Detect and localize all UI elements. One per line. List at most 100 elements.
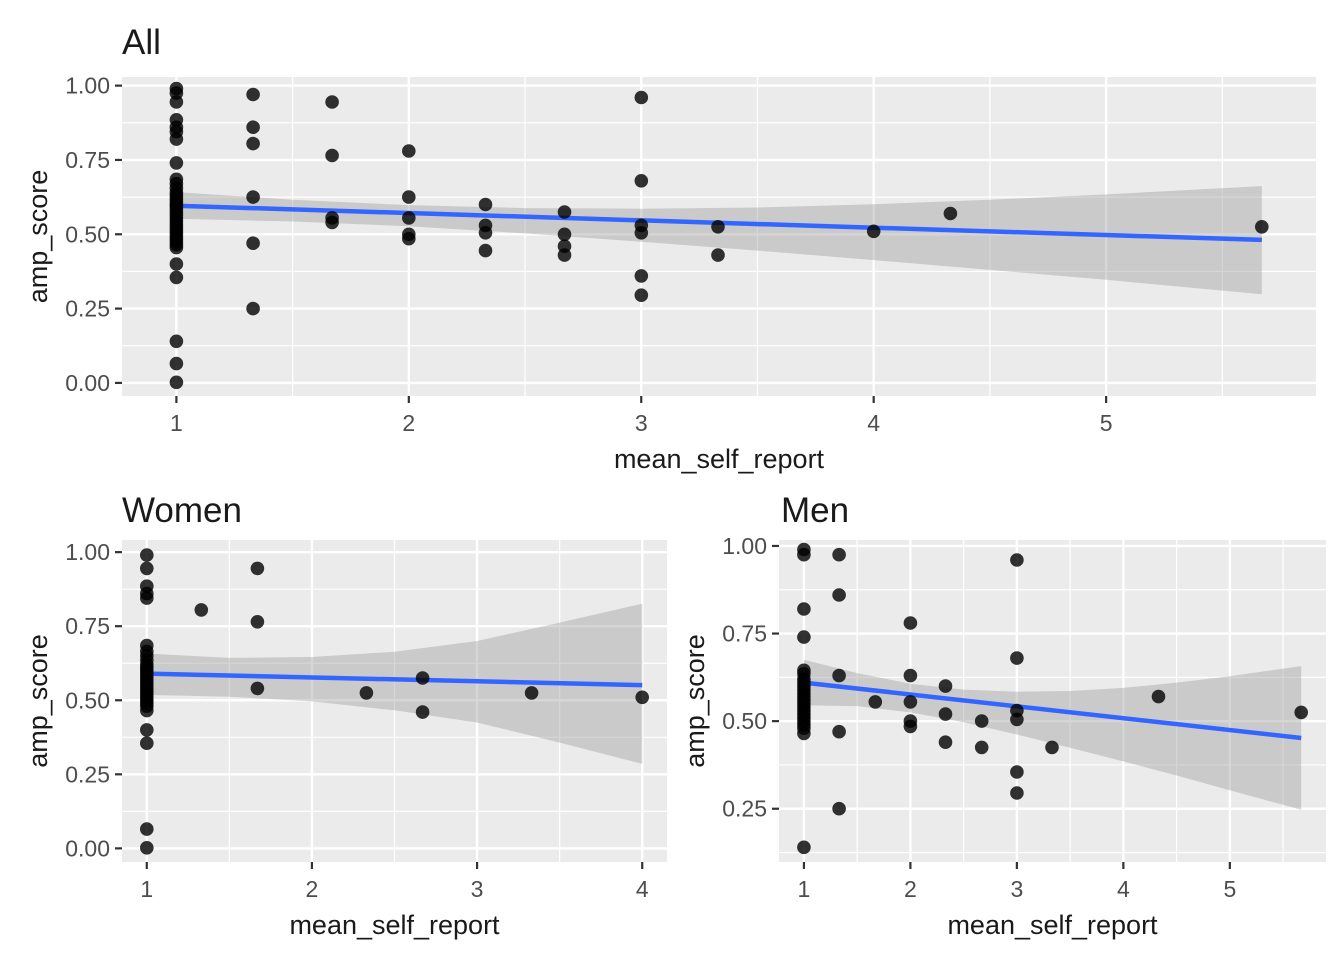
scatter-point bbox=[140, 841, 154, 855]
scatter-point bbox=[1151, 689, 1166, 704]
scatter-point bbox=[1045, 740, 1059, 755]
scatter-point bbox=[974, 740, 989, 755]
scatter-point bbox=[325, 148, 339, 163]
scatter-point bbox=[832, 588, 846, 602]
y-tick-label: 0.50 bbox=[65, 221, 110, 247]
scatter-point bbox=[402, 144, 416, 158]
y-axis-title: amp_score bbox=[680, 634, 710, 768]
x-tick-label: 3 bbox=[1010, 876, 1023, 902]
scatter-point bbox=[938, 735, 953, 749]
panel-title: Women bbox=[122, 491, 242, 530]
y-tick-label: 1.00 bbox=[65, 73, 110, 99]
scatter-point bbox=[140, 822, 154, 836]
scatter-point bbox=[866, 224, 881, 239]
scatter-point bbox=[140, 723, 154, 737]
x-tick-label: 3 bbox=[635, 410, 648, 436]
scatter-point bbox=[557, 248, 572, 262]
scatter-point bbox=[140, 591, 154, 605]
scatter-point bbox=[140, 548, 154, 562]
y-tick-label: 0.25 bbox=[722, 796, 767, 822]
x-tick-label: 4 bbox=[1117, 876, 1130, 902]
scatter-point bbox=[832, 547, 846, 562]
y-tick-label: 0.75 bbox=[722, 621, 767, 647]
y-tick-label: 0.75 bbox=[65, 613, 110, 639]
scatter-point bbox=[832, 801, 846, 816]
scatter-point bbox=[246, 190, 260, 204]
x-tick-label: 5 bbox=[1223, 876, 1236, 902]
scatter-point bbox=[325, 215, 339, 230]
scatter-point bbox=[169, 156, 184, 170]
panel-men: 1 2 3 4 5 0.25 0.50 0.75 1.00 mean_self_report amp… bbox=[680, 491, 1326, 940]
y-axis-title: amp_score bbox=[23, 634, 53, 768]
x-tick-label: 2 bbox=[904, 876, 917, 902]
scatter-point bbox=[169, 334, 184, 349]
y-tick-label: 1.00 bbox=[722, 533, 767, 559]
scatter-point bbox=[1010, 651, 1024, 665]
scatter-point bbox=[169, 270, 184, 285]
x-tick-label: 2 bbox=[402, 410, 415, 436]
scatter-point bbox=[246, 301, 260, 316]
x-axis-title: mean_self_report bbox=[289, 910, 500, 940]
scatter-point bbox=[1294, 705, 1308, 720]
scatter-point bbox=[711, 220, 725, 234]
scatter-point bbox=[634, 226, 649, 240]
scatter-point bbox=[634, 90, 649, 105]
scatter-point bbox=[634, 174, 649, 188]
y-tick-label: 1.00 bbox=[65, 539, 110, 565]
scatter-point bbox=[402, 211, 416, 225]
y-tick-label: 0.50 bbox=[65, 687, 110, 713]
y-axis-title: amp_score bbox=[23, 170, 53, 304]
y-tick-label: 0.00 bbox=[65, 835, 110, 861]
y-tick-label: 0.25 bbox=[65, 296, 110, 322]
scatter-point bbox=[169, 132, 184, 146]
scatter-point bbox=[903, 719, 918, 734]
scatter-point bbox=[140, 703, 154, 718]
scatter-point bbox=[903, 668, 918, 683]
y-tick-label: 0.25 bbox=[65, 761, 110, 787]
scatter-point bbox=[832, 668, 846, 683]
scatter-point bbox=[797, 726, 811, 741]
scatter-point bbox=[903, 695, 918, 709]
scatter-point bbox=[250, 681, 265, 696]
scatter-point bbox=[140, 736, 154, 750]
x-tick-label: 3 bbox=[471, 876, 484, 902]
scatter-point bbox=[974, 714, 989, 728]
scatter-point bbox=[169, 356, 184, 371]
scatter-point bbox=[169, 375, 184, 390]
scatter-point bbox=[797, 630, 811, 644]
scatter-point bbox=[194, 603, 209, 617]
scatter-point bbox=[402, 190, 416, 204]
scatter-point bbox=[868, 695, 883, 709]
scatter-point bbox=[943, 206, 958, 221]
scatter-point bbox=[415, 705, 430, 719]
regression-line bbox=[146, 671, 643, 688]
panel-title: Men bbox=[781, 491, 849, 530]
scatter-point bbox=[1010, 786, 1024, 800]
x-tick-label: 1 bbox=[798, 876, 811, 902]
scatter-point bbox=[169, 240, 184, 255]
scatter-point bbox=[797, 840, 811, 855]
x-axis-title: mean_self_report bbox=[947, 910, 1158, 940]
scatter-point bbox=[325, 95, 339, 109]
scatter-point bbox=[246, 136, 260, 151]
scatter-point bbox=[634, 269, 649, 283]
x-tick-label: 4 bbox=[636, 876, 649, 902]
scatter-point bbox=[1010, 553, 1024, 567]
scatter-point bbox=[169, 95, 184, 109]
scatter-point bbox=[797, 602, 811, 616]
scatter-point bbox=[557, 227, 572, 242]
scatter-point bbox=[250, 561, 265, 576]
y-tick-label: 0.75 bbox=[65, 147, 110, 173]
scatter-point bbox=[832, 724, 846, 739]
scatter-point bbox=[797, 547, 811, 562]
x-tick-label: 4 bbox=[867, 410, 880, 436]
panel-all: 1 2 3 4 5 0.00 0.25 0.50 0.75 1.00 mean_self_repor… bbox=[23, 23, 1316, 474]
scatter-point bbox=[634, 288, 649, 303]
panel-women: 1 2 3 4 0.00 0.25 0.50 0.75 1.00 mean_self_report… bbox=[23, 491, 667, 940]
confidence-band bbox=[146, 603, 643, 764]
scatter-point bbox=[478, 197, 493, 212]
scatter-point bbox=[635, 690, 649, 705]
regression-line bbox=[803, 680, 1302, 741]
